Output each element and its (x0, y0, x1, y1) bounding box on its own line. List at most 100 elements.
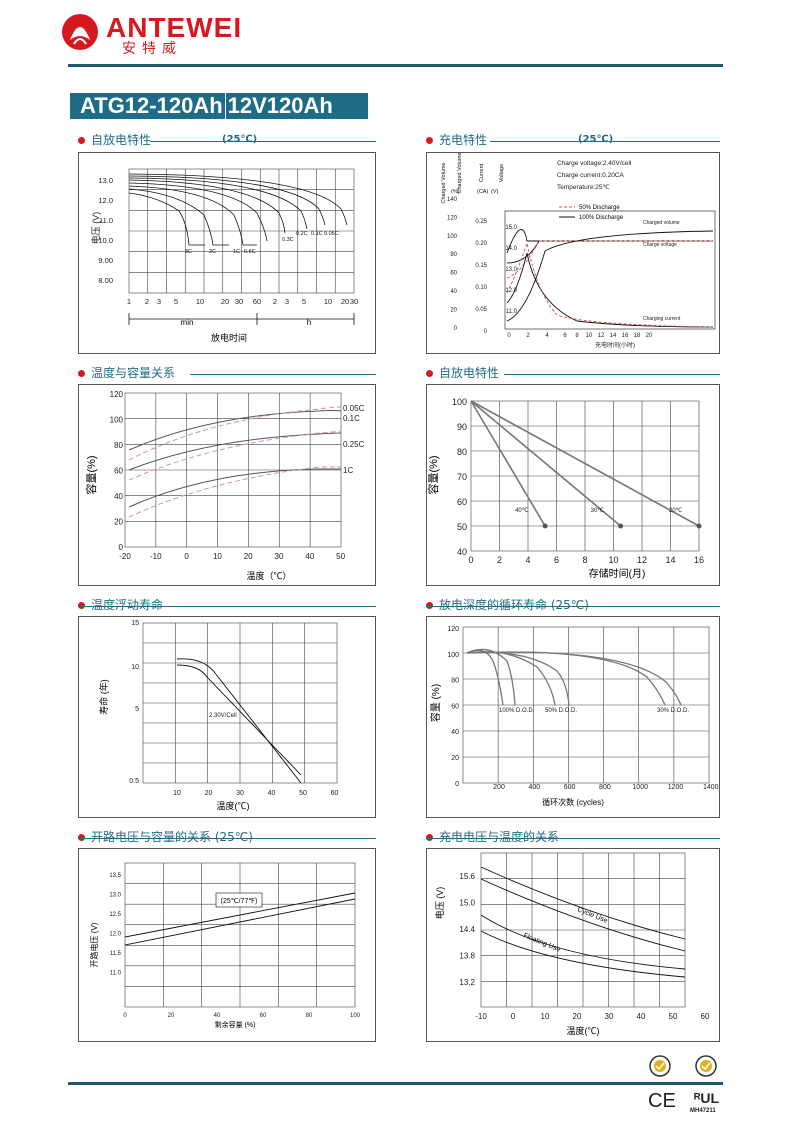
series-label: 1C (233, 249, 240, 255)
ocv-capacity-chart: 13.5 13.0 12.5 12.0 11.5 11.0 0 20 40 60 80 100 开路… (89, 862, 361, 1029)
x-tick: 3 (285, 297, 289, 306)
x-tick: -20 (119, 552, 131, 561)
section-rule (504, 374, 720, 375)
axis-unit: (%) (451, 189, 460, 195)
series-label: 0.3C (282, 237, 294, 243)
series-label: 1C (343, 466, 353, 475)
x-tick: 30 (350, 297, 358, 306)
header-divider (68, 64, 723, 67)
y-tick: 0.20 (475, 241, 487, 247)
y-tick: 80 (457, 447, 467, 457)
axis-title: Current (479, 163, 485, 182)
curve-2c (128, 188, 229, 246)
y-tick: 13.0 (505, 267, 517, 273)
y-tick: 60 (451, 703, 459, 710)
x-tick: 16 (622, 333, 629, 339)
x-axis-label: 温度(℃) (567, 1025, 600, 1036)
legend-item: 100% Discharge (579, 215, 624, 221)
axis-title: Charged Volume (441, 163, 447, 204)
x-tick: 18 (634, 333, 641, 339)
x-tick: 20 (221, 297, 229, 306)
series-label: 0.6C (244, 249, 256, 255)
y-tick: 13.8 (459, 952, 475, 961)
series-label: 0.05C (343, 404, 365, 413)
y-tick: 15 (131, 620, 139, 627)
cycle-life-curves (466, 648, 682, 706)
series-label: Cycle Use (576, 906, 608, 924)
section-rule (78, 838, 376, 839)
series-label: 0.2C (296, 231, 308, 237)
axis-title: Voltage (499, 164, 505, 182)
y-tick: 80 (450, 252, 457, 258)
ocv-band (124, 892, 356, 946)
y-tick: 5 (135, 706, 139, 713)
section-heading: 自放电特性 (426, 364, 499, 381)
brand-name: ANTEWEI (106, 12, 243, 43)
y-tick: 10.0 (98, 236, 113, 245)
series-label: 50% D.O.D. (545, 708, 577, 714)
x-tick: 5 (174, 297, 178, 306)
discharge-curves (128, 173, 348, 246)
y-tick: 60 (114, 467, 123, 476)
x-tick: 50 (669, 1012, 678, 1021)
y-tick: 13.2 (459, 978, 475, 987)
x-tick: 0 (507, 333, 511, 339)
x-tick: 200 (493, 784, 505, 791)
x-tick: 6 (563, 333, 567, 339)
y-tick: 40 (457, 547, 467, 557)
note: Temperature:25℃ (557, 184, 611, 191)
x-tick: 0 (184, 552, 189, 561)
x-tick: 2 (526, 333, 530, 339)
y-tick: 11.0 (506, 309, 518, 315)
charge-chart: Charged Volume Charged Volume Current Vo… (441, 153, 716, 349)
charge-chart-panel: Charged Volume Charged Volume Current Vo… (426, 152, 720, 354)
y-axis-label: 寿命 (年) (98, 679, 109, 715)
quality-cert-icon (695, 1055, 717, 1077)
x-tick: 1 (127, 297, 131, 306)
y-tick: 60 (457, 497, 467, 507)
x-tick: 40 (637, 1012, 646, 1021)
y-tick: 0 (455, 781, 459, 788)
x-tick: 10 (213, 552, 222, 561)
curve-02c (128, 177, 308, 230)
quality-cert-icon (649, 1055, 671, 1077)
series-label: Floating Use (522, 932, 561, 953)
model-spec: 12V120Ah (227, 93, 333, 118)
y-tick: 0.15 (475, 263, 487, 269)
curve-1c (128, 185, 257, 246)
x-tick: 20 (573, 1012, 582, 1021)
y-tick: 12.5 (109, 912, 121, 918)
x-tick: 4 (545, 333, 549, 339)
curve-01c (128, 175, 326, 226)
float-life-chart: 15 10 5 0.5 10 20 30 40 50 60 寿命 (年) 温度(℃) 2.… (98, 620, 338, 811)
float-life-panel: 15 10 5 0.5 10 20 30 40 50 60 寿命 (年) 温度(℃) 2.… (78, 616, 376, 818)
curve-label: Charging current (643, 316, 681, 322)
x-axis-label: 温度(℃) (217, 800, 250, 811)
y-tick: 12.0 (98, 196, 113, 205)
y-tick: 100 (452, 397, 467, 407)
y-tick: 40 (114, 492, 123, 501)
y-tick: 12.0 (505, 288, 517, 294)
series-label: 30% D.O.D. (657, 708, 689, 714)
x-axis-label: 放电时间 (211, 332, 247, 343)
x-tick: 80 (306, 1013, 313, 1019)
curve-03c (128, 179, 286, 234)
x-tick: 30 (275, 552, 284, 561)
model-title-bar: ATG12-120Ah 12V120Ah (70, 93, 368, 119)
note: Charge current:0.20CA (557, 172, 625, 179)
axis-unit: (V) (491, 189, 499, 195)
x-tick: 50 (299, 790, 307, 797)
ce-mark-icon: CE (648, 1090, 676, 1112)
curve-3c (128, 192, 205, 246)
charge-voltage-temp-panel: 15.6 15.0 14.4 13.8 13.2 -10 0 10 20 30 40 50 60 电压… (426, 848, 720, 1042)
curve-label: Charge voltage (643, 242, 677, 248)
y-tick: 100 (110, 416, 124, 425)
y-tick: 0 (119, 543, 124, 552)
x-tick: 1000 (632, 784, 648, 791)
x-tick: 10 (608, 555, 618, 565)
curve-label: 2.30V/Cell (209, 713, 237, 719)
x-tick: 400 (528, 784, 540, 791)
series-label: 100% D.O.D. (499, 708, 535, 714)
